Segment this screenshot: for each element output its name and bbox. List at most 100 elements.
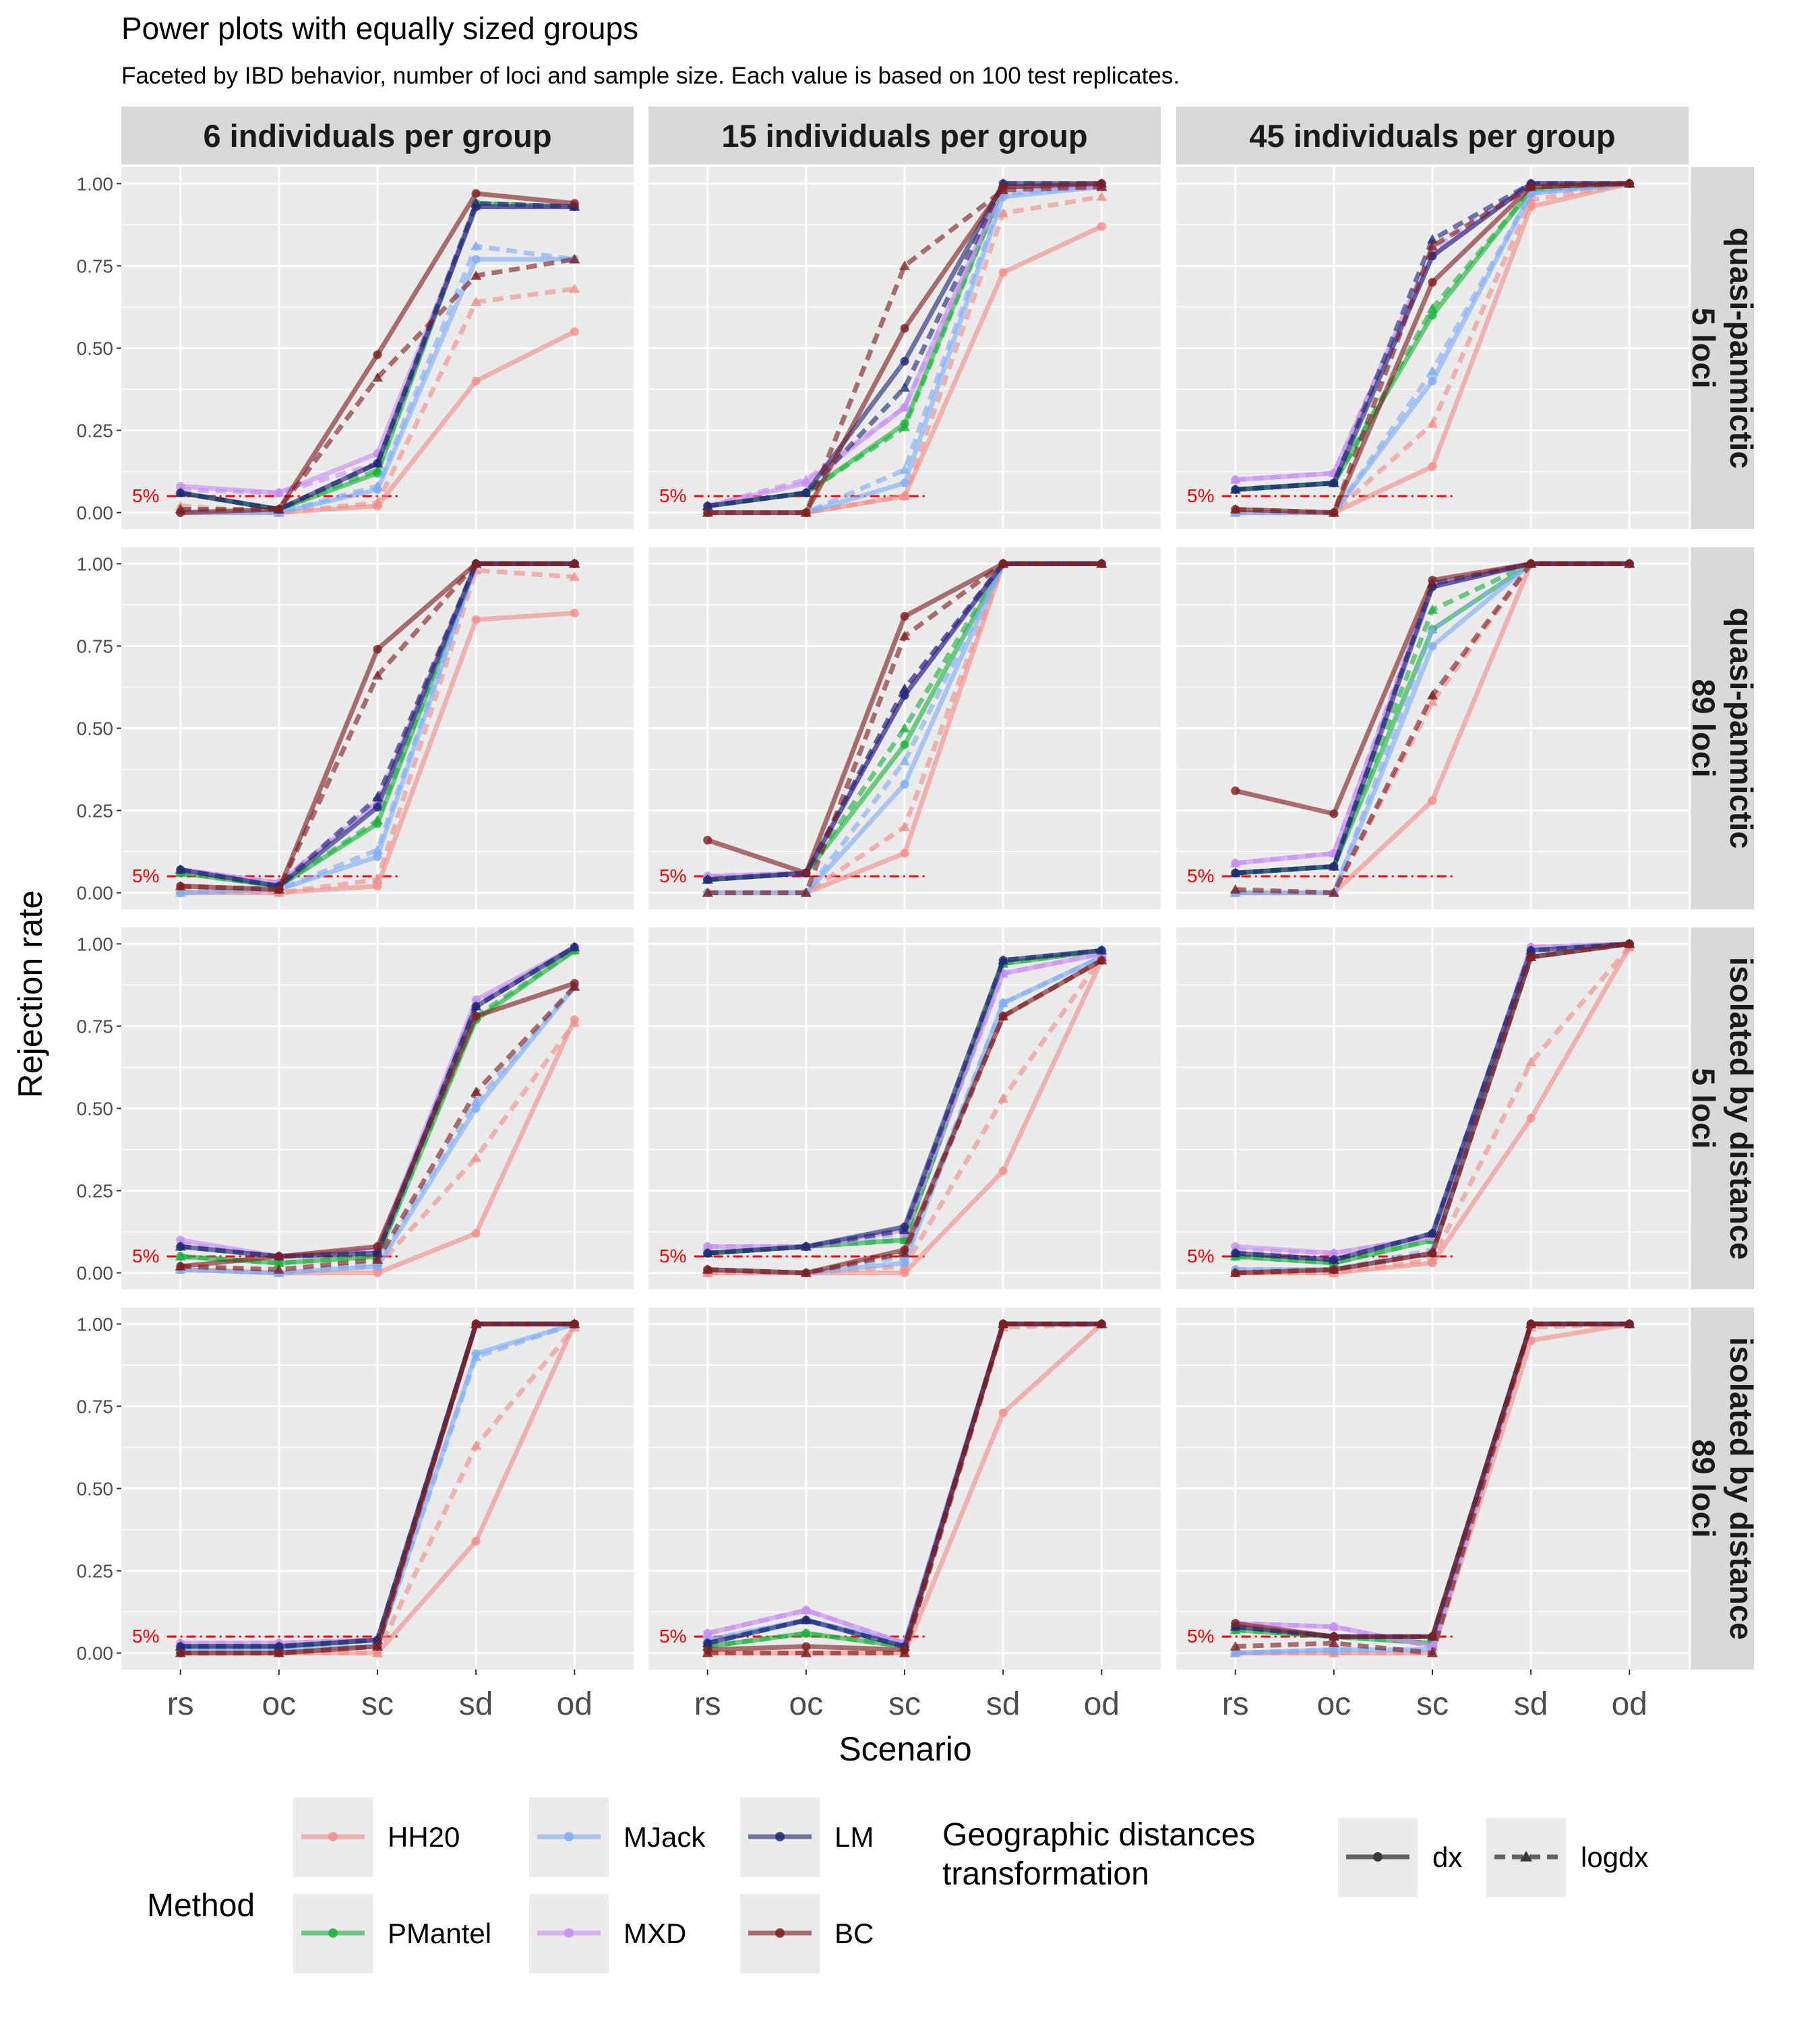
point-pmantel-logdx-sc [372, 815, 383, 825]
point-bc-logdx-rs [1230, 884, 1241, 894]
point-hh20-logdx-sd [998, 208, 1009, 218]
point-mxd-logdx-rs [702, 1628, 713, 1638]
point-bc-logdx-sc [372, 1254, 383, 1264]
point-hh20-dx-sc [900, 1268, 909, 1278]
point-mjack-logdx-rs [1230, 1647, 1241, 1657]
point-bc-logdx-od [569, 1318, 580, 1328]
point-bc-logdx-rs [1230, 1267, 1241, 1277]
y-tick-label: 1.00 [77, 933, 114, 954]
panel-0-2: 5% [1176, 167, 1689, 529]
point-hh20-dx-sc [373, 1268, 382, 1278]
point-bc-logdx-od [1096, 181, 1108, 191]
legend-transform-title-line2: transformation [942, 1856, 1149, 1892]
point-hh20-logdx-sc [1427, 418, 1438, 428]
point-bc-logdx-od [1096, 558, 1108, 568]
point-bc-dx-sc [900, 324, 909, 333]
point-bc-logdx-sd [471, 270, 482, 280]
point-bc-dx-sc [900, 612, 909, 621]
chart-subtitle: Faceted by IBD behavior, number of loci … [121, 63, 1180, 89]
point-mxd-logdx-rs [702, 1241, 713, 1251]
point-bc-logdx-oc [1328, 887, 1339, 897]
col-strip-1 [648, 106, 1161, 164]
point-mjack-dx-sd [471, 1104, 481, 1113]
point-bc-logdx-rs [175, 1647, 186, 1657]
reference-line-label: 5% [659, 485, 686, 506]
point-bc-logdx-oc [273, 1264, 284, 1274]
point-hh20-logdx-sd [471, 1152, 482, 1162]
legend-label-mjack: MJack [624, 1821, 706, 1853]
reference-line-label: 5% [1187, 865, 1214, 886]
point-lm-logdx-oc [800, 1614, 812, 1624]
point-lm-logdx-rs [702, 1637, 713, 1647]
point-lm-logdx-oc [800, 1241, 812, 1251]
point-bc-dx-oc [1329, 809, 1339, 818]
point-pmantel-logdx-oc [273, 1257, 284, 1267]
point-pmantel-logdx-rs [175, 1251, 186, 1261]
point-lm-logdx-od [569, 942, 580, 952]
point-lm-logdx-sd [1525, 945, 1537, 955]
point-hh20-dx-sd [998, 268, 1008, 277]
point-lm-logdx-oc [1328, 477, 1339, 487]
point-mxd-logdx-oc [800, 1605, 812, 1615]
point-pmantel-logdx-oc [800, 1628, 812, 1638]
point-hh20-logdx-sd [1525, 1057, 1537, 1067]
y-tick-label: 0.00 [77, 1263, 114, 1284]
point-lm-logdx-sd [998, 954, 1009, 964]
point-bc-dx-sd [471, 189, 481, 198]
point-bc-logdx-rs [702, 887, 713, 897]
legend-label-bc: BC [835, 1918, 874, 1949]
point-lm-logdx-rs [702, 1248, 713, 1258]
row-strip-label-3-0: isolated by distance [1724, 1337, 1759, 1640]
y-tick-label: 0.00 [77, 503, 114, 524]
point-lm-logdx-sd [471, 197, 482, 208]
point-hh20-dx-sd [1526, 202, 1536, 212]
point-bc-logdx-oc [1328, 1637, 1339, 1647]
x-tick-label-rs: rs [694, 1686, 721, 1722]
y-tick-label: 0.25 [77, 1181, 114, 1202]
point-lm-logdx-od [1096, 945, 1108, 955]
point-mxd-logdx-rs [1230, 474, 1241, 484]
point-lm-logdx-oc [273, 1641, 284, 1651]
point-bc-logdx-oc [1328, 507, 1339, 517]
reference-line-label: 5% [659, 1246, 686, 1266]
point-bc-logdx-sc [372, 1641, 383, 1651]
point-bc-logdx-sc [1427, 241, 1438, 251]
point-bc-dx-sc [1428, 576, 1437, 585]
panel-2-1: 5% [648, 927, 1161, 1289]
point-mjack-dx-sc [900, 779, 909, 789]
point-lm-logdx-rs [175, 487, 186, 497]
point-bc-logdx-od [569, 981, 580, 991]
legend-key-point-mxd [564, 1928, 574, 1938]
legend-transform-title-line1: Geographic distances [942, 1817, 1255, 1853]
point-mxd-logdx-oc [273, 487, 284, 497]
point-hh20-dx-sc [1428, 796, 1437, 805]
point-bc-dx-rs [703, 835, 712, 845]
point-bc-logdx-rs [175, 503, 186, 514]
y-tick-label: 1.00 [77, 173, 114, 194]
point-hh20-logdx-sc [1427, 696, 1438, 706]
y-tick-label: 0.50 [77, 1479, 114, 1500]
point-mjack-logdx-sd [471, 241, 482, 251]
point-hh20-logdx-sc [372, 874, 383, 884]
point-bc-logdx-sc [372, 372, 383, 382]
reference-line-label: 5% [132, 1246, 159, 1266]
panel-3-2: 5% [1176, 1308, 1689, 1669]
point-hh20-dx-od [570, 327, 579, 336]
point-hh20-dx-sc [373, 882, 382, 891]
point-bc-dx-sc [373, 644, 382, 654]
legend-label-logdx: logdx [1581, 1841, 1648, 1873]
point-mjack-logdx-sd [1525, 188, 1537, 198]
point-bc-logdx-sc [899, 1248, 910, 1258]
y-tick-label: 1.00 [77, 553, 114, 574]
point-bc-logdx-rs [702, 507, 713, 517]
panel-1-0: 5% [121, 547, 634, 909]
point-mjack-dx-sc [900, 1258, 909, 1268]
panel-3-1: 5% [648, 1308, 1161, 1669]
col-strip-label-1: 15 individuals per group [721, 118, 1087, 154]
point-bc-logdx-sd [1525, 558, 1537, 568]
x-tick-label-od: od [1084, 1686, 1120, 1722]
point-hh20-dx-od [570, 609, 579, 618]
legend-key-point-lm [775, 1832, 785, 1841]
point-bc-dx-od [570, 199, 579, 208]
y-tick-label: 1.00 [77, 1314, 114, 1335]
